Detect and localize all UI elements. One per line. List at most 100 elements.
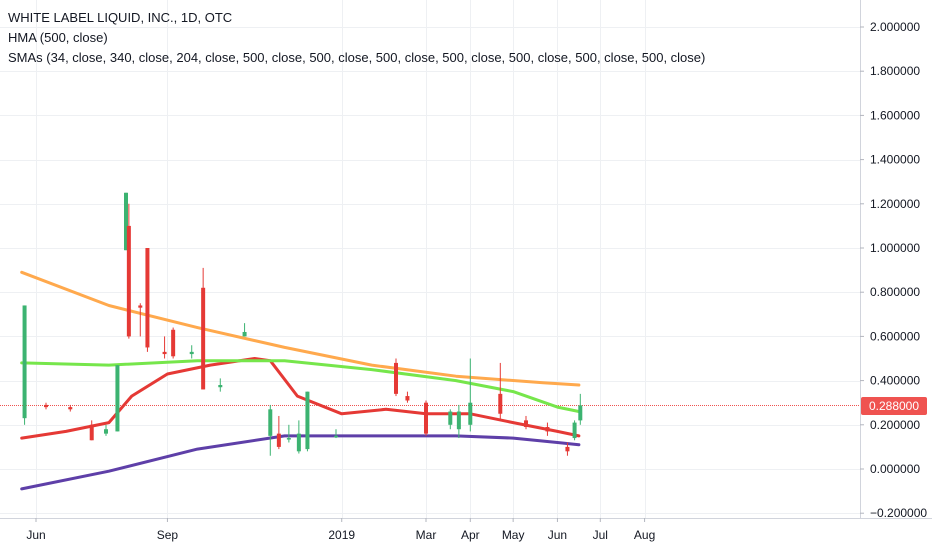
candle-body [68, 407, 73, 410]
y-tick-label: 0.000000 [870, 462, 920, 476]
candle [268, 404, 273, 456]
candle-body [572, 422, 577, 439]
candle [115, 365, 120, 432]
candle-body [124, 192, 129, 251]
candle [498, 362, 503, 421]
candle [145, 248, 150, 352]
candle [456, 404, 461, 439]
y-tick-label: 0.200000 [870, 418, 920, 432]
candle-body [286, 438, 291, 440]
candle-body [468, 402, 473, 425]
smas-indicator-label[interactable]: SMAs (34, close, 340, close, 204, close,… [8, 50, 706, 65]
y-tick-label: 1.600000 [870, 108, 920, 122]
candle-body [565, 446, 570, 452]
candle [218, 378, 223, 392]
candle-body [22, 305, 27, 419]
y-tick-label: 0.800000 [870, 285, 920, 299]
y-tick-label: 1.800000 [870, 64, 920, 78]
chart-legend: WHITE LABEL LIQUID, INC., 1D, OTC HMA (5… [8, 8, 705, 68]
x-tick-label: Apr [461, 528, 480, 542]
candle-body [334, 435, 339, 438]
candle-body [145, 248, 150, 348]
y-tick-label: 1.000000 [870, 241, 920, 255]
candle-body [104, 429, 109, 434]
candle [578, 393, 583, 425]
candle [565, 442, 570, 456]
candle-body [201, 287, 206, 390]
x-tick-label: Jun [548, 528, 567, 542]
candles [22, 192, 583, 456]
candle-body [394, 362, 399, 394]
moving-average-lines [20, 270, 581, 491]
candle-body [268, 409, 273, 436]
candle [242, 323, 247, 337]
candle [424, 400, 429, 436]
candle [276, 415, 281, 450]
candle [286, 424, 291, 443]
candle-body [545, 427, 550, 432]
candle [138, 303, 143, 337]
candle [545, 422, 550, 436]
candle-body [424, 402, 429, 434]
candle [189, 345, 194, 359]
candle [468, 358, 473, 432]
y-tick-label: −0.200000 [870, 506, 927, 520]
x-tick-label: Sep [157, 528, 179, 542]
candle [448, 409, 453, 430]
series-line [20, 270, 581, 387]
x-tick-label: Jun [26, 528, 45, 542]
candle [201, 267, 206, 390]
x-tick-label: Mar [416, 528, 437, 542]
candle [22, 305, 27, 425]
time-axis[interactable]: Jun Sep 2019 Mar Apr May Jun Jul Aug [26, 518, 655, 542]
candle [89, 420, 94, 441]
candle [305, 391, 310, 452]
x-tick-label: May [502, 528, 525, 542]
candle [572, 420, 577, 441]
candle [104, 424, 109, 436]
candle-body [44, 404, 49, 408]
candle-body [218, 385, 223, 388]
candle-body [242, 331, 247, 337]
candle-body [456, 411, 461, 430]
candle [405, 391, 410, 403]
series-line [20, 359, 581, 413]
candle-body [524, 420, 529, 428]
y-tick-label: 2.000000 [870, 20, 920, 34]
series-line [20, 434, 581, 491]
y-tick-label: 0.600000 [870, 329, 920, 343]
x-tick-label: Aug [634, 528, 655, 542]
last-price-label: 0.288000 [861, 397, 927, 415]
candle-body [578, 405, 583, 421]
symbol-title[interactable]: WHITE LABEL LIQUID, INC., 1D, OTC [8, 10, 233, 25]
price-axis[interactable]: 2.000000 1.800000 1.600000 1.400000 1.200000… [860, 20, 927, 520]
candle-body [305, 391, 310, 450]
y-tick-label: 1.200000 [870, 197, 920, 211]
y-tick-label: 0.400000 [870, 374, 920, 388]
candle-body [405, 396, 410, 401]
candle [44, 402, 49, 410]
candle [334, 429, 339, 439]
candle [171, 327, 176, 359]
candle-body [498, 393, 503, 414]
candle-body [89, 424, 94, 441]
candle-body [171, 329, 176, 357]
candle [68, 404, 73, 412]
hma-indicator-label[interactable]: HMA (500, close) [8, 30, 108, 45]
candle-body [115, 365, 120, 432]
candle-body [296, 433, 301, 452]
candle [296, 420, 301, 454]
x-tick-label: Jul [593, 528, 608, 542]
candle [524, 415, 529, 430]
candle-body [138, 305, 143, 308]
y-tick-label: 1.400000 [870, 153, 920, 167]
candle-body [276, 433, 281, 447]
candle [394, 358, 399, 397]
grid [0, 0, 860, 518]
series-line [20, 357, 581, 440]
x-tick-label: 2019 [328, 528, 355, 542]
candle-body [126, 225, 131, 337]
candle [124, 192, 129, 251]
